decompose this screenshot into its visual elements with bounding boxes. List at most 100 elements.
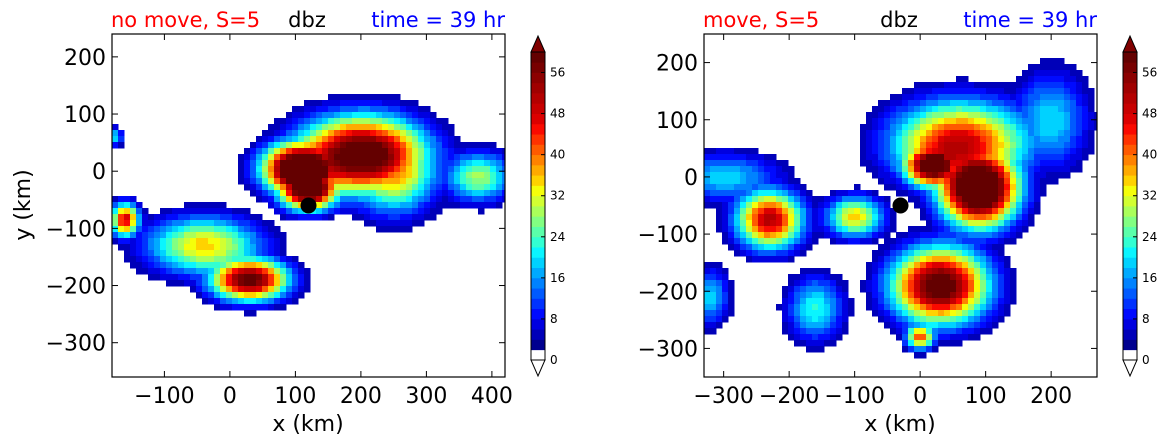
field-cell — [424, 118, 431, 125]
field-cell — [1010, 106, 1017, 113]
field-cell — [800, 232, 807, 239]
field-cell — [274, 196, 281, 203]
field-cell — [764, 202, 771, 209]
field-cell — [1058, 172, 1065, 179]
field-cell — [710, 154, 717, 161]
field-cell — [860, 226, 867, 233]
field-cell — [382, 220, 389, 227]
field-cell — [1088, 124, 1095, 131]
field-cell — [268, 226, 275, 233]
field-cell — [932, 178, 939, 185]
field-cell — [938, 256, 945, 263]
field-cell — [160, 244, 167, 251]
field-cell — [914, 352, 921, 359]
field-cell — [334, 136, 341, 143]
field-cell — [938, 316, 945, 323]
field-cell — [478, 184, 485, 191]
field-cell — [1082, 88, 1089, 95]
field-cell — [950, 172, 957, 179]
field-cell — [758, 256, 765, 263]
field-cell — [484, 148, 491, 155]
field-cell — [842, 316, 849, 323]
field-cell — [818, 232, 825, 239]
field-cell — [926, 274, 933, 281]
field-cell — [974, 106, 981, 113]
field-cell — [268, 262, 275, 269]
field-cell — [986, 286, 993, 293]
field-cell — [274, 268, 281, 275]
field-cell — [866, 238, 873, 245]
colorbar-segment — [531, 216, 545, 227]
field-cell — [908, 88, 915, 95]
field-cell — [406, 220, 413, 227]
field-cell — [974, 148, 981, 155]
field-cell — [872, 214, 879, 221]
field-cell — [460, 196, 467, 203]
field-cell — [1004, 118, 1011, 125]
field-cell — [770, 232, 777, 239]
field-cell — [166, 274, 173, 281]
field-cell — [818, 340, 825, 347]
field-cell — [124, 208, 131, 215]
field-cell — [238, 268, 245, 275]
field-cell — [914, 100, 921, 107]
field-cell — [1052, 76, 1059, 83]
field-cell — [986, 94, 993, 101]
field-cell — [770, 166, 777, 173]
field-cell — [454, 148, 461, 155]
field-cell — [418, 196, 425, 203]
field-cell — [788, 334, 795, 341]
field-cell — [968, 274, 975, 281]
field-cell — [214, 226, 221, 233]
field-cell — [938, 136, 945, 143]
field-cell — [490, 190, 497, 197]
field-cell — [322, 190, 329, 197]
field-cell — [1028, 142, 1035, 149]
field-cell — [1016, 76, 1023, 83]
field-cell — [286, 130, 293, 137]
field-cell — [980, 142, 987, 149]
field-cell — [890, 94, 897, 101]
field-cell — [1010, 154, 1017, 161]
field-cell — [782, 178, 789, 185]
field-cell — [220, 268, 227, 275]
field-cell — [860, 286, 867, 293]
field-cell — [734, 196, 741, 203]
field-cell — [866, 274, 873, 281]
field-cell — [986, 268, 993, 275]
field-cell — [316, 112, 323, 119]
colorbar-segment — [531, 103, 545, 114]
field-cell — [986, 244, 993, 251]
field-cell — [250, 220, 257, 227]
field-cell — [112, 214, 119, 221]
field-cell — [460, 178, 467, 185]
field-cell — [950, 316, 957, 323]
field-cell — [998, 250, 1005, 257]
field-cell — [214, 238, 221, 245]
field-cell — [806, 292, 813, 299]
field-cell — [364, 154, 371, 161]
field-cell — [232, 274, 239, 281]
field-cell — [1052, 58, 1059, 65]
field-cell — [986, 172, 993, 179]
field-cell — [776, 214, 783, 221]
field-cell — [142, 214, 149, 221]
field-cell — [782, 292, 789, 299]
field-cell — [298, 142, 305, 149]
field-cell — [1046, 82, 1053, 89]
field-cell — [806, 244, 813, 251]
field-cell — [944, 304, 951, 311]
field-cell — [998, 244, 1005, 251]
field-cell — [908, 280, 915, 287]
field-cell — [902, 274, 909, 281]
field-cell — [980, 112, 987, 119]
field-cell — [256, 214, 263, 221]
field-cell — [304, 172, 311, 179]
field-cell — [394, 166, 401, 173]
field-cell — [896, 100, 903, 107]
field-cell — [812, 292, 819, 299]
field-cell — [926, 256, 933, 263]
field-cell — [1010, 268, 1017, 275]
field-cell — [806, 208, 813, 215]
